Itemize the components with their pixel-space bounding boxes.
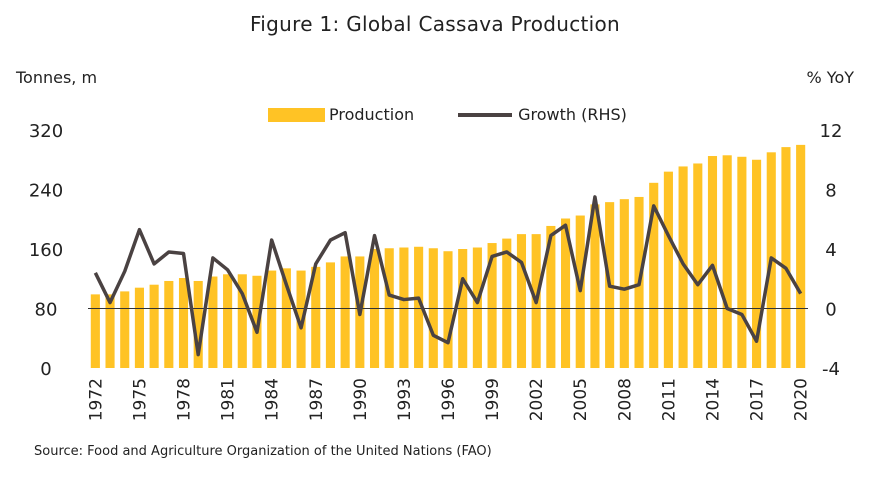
right-tick-label: 12	[820, 121, 843, 142]
bar-production	[120, 291, 130, 368]
bar-production	[164, 280, 174, 368]
bar-production	[516, 234, 527, 369]
bar-production	[399, 247, 409, 368]
bar-production	[414, 246, 424, 368]
legend-growth-label: Growth (RHS)	[518, 105, 627, 124]
x-tick-label: 2008	[615, 378, 635, 421]
bar-production	[105, 294, 115, 368]
x-tick-label: 1993	[395, 378, 415, 421]
x-tick-label: 2005	[571, 378, 591, 421]
x-tick-label: 1996	[439, 378, 459, 421]
x-tick-label: 1984	[263, 378, 283, 421]
right-tick-label: 8	[825, 181, 836, 202]
bar-production	[693, 163, 703, 368]
right-tick-label: -4	[822, 359, 840, 380]
left-tick-label: 0	[40, 359, 51, 380]
legend-production-swatch	[268, 107, 325, 122]
bar-production	[340, 256, 350, 368]
bar-production	[649, 182, 659, 368]
x-tick-label: 1987	[307, 378, 327, 421]
left-tick-label: 160	[29, 240, 63, 261]
bar-production	[267, 270, 277, 368]
bar-production	[546, 225, 556, 368]
bar-production	[796, 144, 806, 369]
bar-production	[722, 155, 732, 368]
x-tick-label: 1978	[175, 378, 195, 421]
bar-production	[619, 199, 629, 368]
bar-production	[737, 156, 747, 368]
line-growth	[93, 195, 803, 357]
bar-production	[502, 238, 512, 368]
bar-production	[443, 251, 453, 368]
x-tick-label: 2014	[703, 378, 723, 421]
right-tick-label: 4	[825, 240, 836, 261]
legend-growth-swatch	[458, 112, 513, 117]
bar-production	[208, 276, 218, 368]
legend-production-label: Production	[329, 105, 415, 124]
bar-production	[178, 278, 189, 368]
bar-production	[90, 294, 100, 368]
bar-production	[707, 156, 718, 368]
bar-production	[781, 147, 791, 368]
bar-production	[325, 262, 335, 368]
right-axis-unit: % YoY	[806, 68, 855, 87]
bar-production	[281, 268, 291, 368]
bar-production	[296, 270, 306, 368]
right-tick-label: 0	[825, 300, 836, 321]
left-axis-unit: Tonnes, m	[16, 68, 98, 87]
left-tick-label: 320	[29, 121, 63, 142]
bar-production	[590, 204, 600, 369]
bar-production	[561, 218, 571, 368]
left-tick-label: 80	[35, 300, 58, 321]
bar-production	[311, 266, 321, 368]
bar-production	[223, 274, 233, 368]
x-tick-label: 1975	[130, 378, 150, 421]
x-tick-label: 2002	[527, 378, 547, 421]
left-tick-label: 240	[29, 181, 63, 202]
bar-production	[752, 159, 762, 368]
bar-production	[237, 274, 247, 368]
bar-production	[134, 287, 144, 368]
x-tick-label: 1972	[86, 378, 106, 421]
bar-production	[678, 166, 688, 368]
bar-production	[472, 247, 482, 368]
x-tick-label: 1999	[483, 378, 503, 421]
legend: Production Growth (RHS)	[268, 105, 627, 124]
x-tick-label: 2011	[659, 378, 679, 421]
chart-title: Figure 1: Global Cassava Production	[249, 12, 621, 36]
bar-production	[663, 171, 673, 368]
x-tick-label: 2017	[748, 378, 768, 421]
bar-production	[193, 280, 203, 368]
bar-production	[487, 243, 497, 368]
x-tick-label: 2020	[792, 378, 812, 421]
source-note: Source: Food and Agriculture Organizatio…	[34, 444, 492, 459]
x-tick-label: 1981	[219, 378, 239, 421]
x-tick-label: 1990	[351, 378, 371, 421]
bar-production	[149, 284, 159, 368]
